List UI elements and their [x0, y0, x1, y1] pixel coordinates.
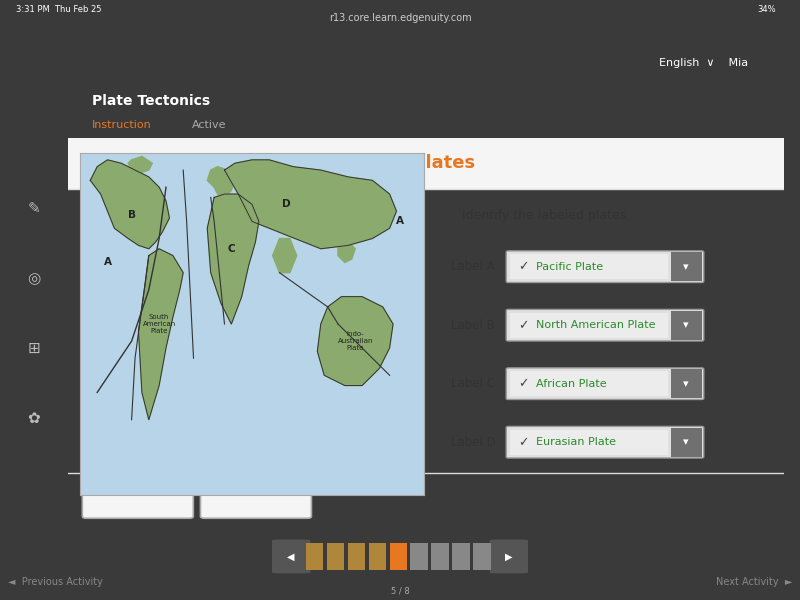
Text: ✓: ✓ — [518, 436, 528, 449]
Bar — [670, 428, 702, 457]
Text: Identify the labeled plates.: Identify the labeled plates. — [462, 209, 630, 223]
Bar — [410, 543, 428, 570]
Bar — [326, 543, 345, 570]
Text: South
American
Plate: South American Plate — [142, 314, 176, 334]
FancyBboxPatch shape — [506, 251, 704, 283]
Text: ◄  Previous Activity: ◄ Previous Activity — [8, 577, 103, 587]
Text: B: B — [128, 209, 135, 220]
Text: ◀)): ◀)) — [103, 494, 118, 504]
Text: ◀: ◀ — [287, 551, 295, 562]
Text: ▾: ▾ — [683, 437, 689, 447]
Text: North American Plate: North American Plate — [535, 320, 655, 330]
Text: ◀)): ◀)) — [222, 494, 237, 504]
Bar — [670, 252, 702, 281]
FancyBboxPatch shape — [201, 479, 311, 518]
FancyBboxPatch shape — [506, 427, 704, 458]
FancyBboxPatch shape — [510, 430, 668, 455]
Text: A: A — [103, 257, 111, 268]
Bar — [347, 543, 366, 570]
Bar — [68, 138, 784, 188]
Text: C: C — [227, 244, 235, 254]
Bar — [670, 369, 702, 398]
Polygon shape — [338, 242, 355, 262]
Bar — [306, 543, 323, 570]
Polygon shape — [138, 249, 183, 420]
Text: ✿: ✿ — [28, 412, 40, 426]
FancyBboxPatch shape — [510, 371, 668, 397]
Polygon shape — [318, 296, 393, 386]
Text: ✎: ✎ — [28, 200, 40, 216]
Text: 3:31 PM  Thu Feb 25: 3:31 PM Thu Feb 25 — [16, 5, 102, 14]
FancyBboxPatch shape — [272, 539, 310, 574]
Text: Next Activity  ►: Next Activity ► — [716, 577, 792, 587]
Text: Label B: Label B — [451, 319, 495, 332]
Text: ⊞: ⊞ — [28, 341, 40, 356]
Text: ✓: ✓ — [518, 377, 528, 390]
Text: Label D: Label D — [451, 436, 496, 449]
Text: Label C: Label C — [451, 377, 495, 390]
FancyBboxPatch shape — [510, 254, 668, 280]
Text: Intro: Intro — [139, 492, 168, 505]
Bar — [369, 543, 386, 570]
Text: ▶: ▶ — [505, 551, 513, 562]
FancyBboxPatch shape — [510, 313, 668, 338]
FancyBboxPatch shape — [490, 539, 528, 574]
Text: ✓: ✓ — [518, 260, 528, 273]
Text: Label A: Label A — [451, 260, 494, 273]
Text: A: A — [396, 217, 404, 226]
Text: Active: Active — [192, 120, 226, 130]
Bar — [670, 311, 702, 340]
Text: Instruction: Instruction — [92, 120, 152, 130]
Polygon shape — [225, 160, 397, 249]
Bar — [474, 543, 491, 570]
Text: ✓: ✓ — [518, 319, 528, 332]
Polygon shape — [207, 167, 235, 197]
Text: ▾: ▾ — [683, 379, 689, 389]
Text: Plate Tectonics: Plate Tectonics — [92, 94, 210, 108]
Polygon shape — [273, 239, 297, 272]
FancyBboxPatch shape — [506, 368, 704, 400]
Text: African Plate: African Plate — [535, 379, 606, 389]
FancyBboxPatch shape — [506, 310, 704, 341]
Text: Indo-
Australian
Plate: Indo- Australian Plate — [338, 331, 373, 351]
Text: 5 / 8: 5 / 8 — [390, 587, 410, 596]
Bar — [390, 543, 407, 570]
Text: ▾: ▾ — [683, 320, 689, 330]
Text: Eurasian Plate: Eurasian Plate — [535, 437, 615, 447]
Text: Pacific Plate: Pacific Plate — [535, 262, 602, 272]
Text: D: D — [282, 199, 290, 209]
FancyBboxPatch shape — [82, 479, 194, 518]
Text: English  ∨    Mia: English ∨ Mia — [659, 58, 749, 68]
Text: r13.core.learn.edgenuity.com: r13.core.learn.edgenuity.com — [329, 13, 471, 23]
Text: ◎: ◎ — [27, 271, 41, 286]
Polygon shape — [90, 160, 170, 249]
Polygon shape — [128, 157, 152, 173]
Text: Final: Final — [258, 492, 286, 505]
Bar — [453, 543, 470, 570]
Polygon shape — [207, 194, 259, 324]
Text: Identifying Earth’s Lithospheric Plates: Identifying Earth’s Lithospheric Plates — [86, 154, 475, 172]
Text: 34%: 34% — [758, 5, 776, 14]
Text: ▾: ▾ — [683, 262, 689, 272]
Bar — [431, 543, 450, 570]
